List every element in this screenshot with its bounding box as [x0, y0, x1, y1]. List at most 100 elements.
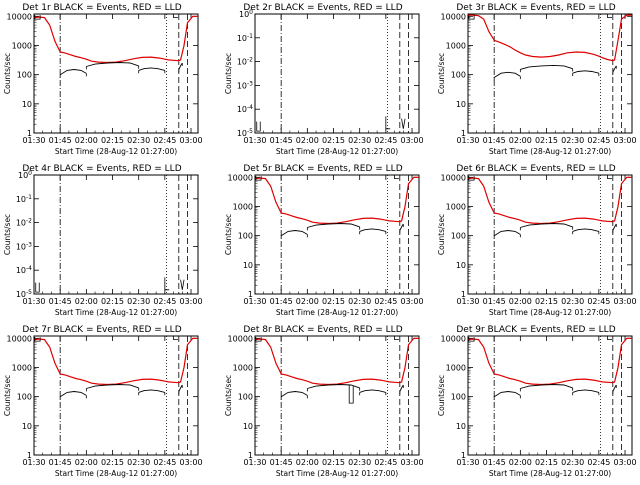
- x-tick-label: 02:30: [127, 297, 150, 306]
- x-tick-label: 01:30: [243, 458, 266, 467]
- x-tick-label: 03:00: [400, 458, 423, 467]
- events-series-segment: [520, 384, 573, 389]
- x-tick-label: 02:00: [75, 136, 98, 145]
- y-tick-label: 100: [451, 232, 466, 241]
- empty-data-bracket: [385, 116, 391, 130]
- y-tick-label: 10000: [441, 334, 466, 343]
- x-tick-label: 02:30: [561, 297, 584, 306]
- y-tick-label: 10-3: [16, 241, 32, 251]
- y-tick-label: 10: [243, 261, 253, 270]
- x-tick-label: 02:00: [509, 136, 532, 145]
- events-series-segment: [359, 228, 387, 232]
- events-start-bracket: [468, 176, 475, 181]
- lld-series-line: [468, 176, 632, 225]
- x-tick-label: 02:45: [587, 136, 610, 145]
- x-axis-label: Start Time (28-Aug-12 01:27:00): [489, 469, 611, 478]
- x-tick-label: 03:00: [400, 136, 423, 145]
- panel-title: Det 1r BLACK = Events, RED = LLD: [22, 3, 181, 13]
- events-series-segment: [520, 64, 573, 70]
- y-tick-label: 10: [456, 261, 466, 270]
- x-axis-label: Start Time (28-Aug-12 01:27:00): [276, 469, 398, 478]
- plot-frame: [254, 13, 420, 134]
- y-axis-label: Counts/sec: [224, 53, 233, 94]
- x-tick-label: 03:00: [613, 297, 636, 306]
- x-tick-label: 02:15: [322, 136, 345, 145]
- x-tick-label: 01:30: [456, 458, 479, 467]
- plot-frame: [33, 13, 199, 134]
- lld-series-line: [34, 15, 198, 64]
- y-tick-label: 1000: [446, 363, 466, 372]
- x-axis-label: Start Time (28-Aug-12 01:27:00): [276, 308, 398, 317]
- y-tick-label: 1: [27, 129, 32, 138]
- events-series-segment: [612, 65, 617, 73]
- events-series-segment: [178, 384, 183, 392]
- events-end-bracket: [607, 336, 612, 341]
- x-tick-label: 02:00: [296, 297, 319, 306]
- y-tick-label: 100: [17, 393, 32, 402]
- y-tick-label: 10-2: [237, 57, 253, 67]
- y-axis-label: Counts/sec: [224, 375, 233, 416]
- x-tick-label: 02:00: [296, 136, 319, 145]
- y-tick-label: 1: [248, 290, 253, 299]
- y-tick-label: 100: [238, 393, 253, 402]
- y-tick-label: 1: [27, 451, 32, 460]
- plot-frame: [33, 335, 199, 456]
- y-tick-label: 1: [461, 290, 466, 299]
- x-tick-label: 02:15: [322, 458, 345, 467]
- x-tick-label: 02:00: [509, 458, 532, 467]
- events-end-bracket: [394, 336, 399, 341]
- events-series-segment: [178, 62, 183, 70]
- y-tick-label: 100: [451, 393, 466, 402]
- x-tick-label: 03:00: [179, 297, 202, 306]
- lld-series-line: [255, 176, 419, 225]
- events-start-bracket: [34, 15, 41, 20]
- panel-6: Det 6r BLACK = Events, RED = LLD 01:30 01:…: [437, 164, 637, 317]
- events-series-segment: [493, 391, 521, 398]
- empty-data-bracket: [35, 282, 40, 293]
- events-series-segment: [572, 228, 600, 232]
- x-axis-label: Start Time (28-Aug-12 01:27:00): [55, 308, 177, 317]
- y-tick-label: 100: [18, 170, 32, 180]
- y-tick-label: 10000: [228, 173, 253, 182]
- x-tick-label: 02:30: [561, 136, 584, 145]
- panel-title: Det 8r BLACK = Events, RED = LLD: [243, 325, 402, 335]
- panel-title: Det 7r BLACK = Events, RED = LLD: [22, 325, 181, 335]
- empty-data-bracket: [256, 121, 261, 132]
- events-series-segment: [138, 67, 166, 71]
- x-tick-label: 02:45: [374, 458, 397, 467]
- y-axis-label: Counts/sec: [3, 53, 12, 94]
- y-tick-label: 10: [22, 422, 32, 431]
- y-tick-label: 10-5: [16, 289, 32, 299]
- events-series-segment: [59, 391, 87, 398]
- events-dip: [348, 385, 354, 404]
- panel-1: Det 1r BLACK = Events, RED = LLD 01:30 01:…: [3, 3, 203, 156]
- events-series-segment: [493, 230, 521, 237]
- panel-9: Det 9r BLACK = Events, RED = LLD 01:30 01:…: [437, 325, 637, 478]
- panel-title: Det 3r BLACK = Events, RED = LLD: [456, 3, 615, 13]
- y-tick-label: 10-5: [237, 128, 253, 138]
- y-axis-label: Counts/sec: [3, 375, 12, 416]
- y-tick-label: 1000: [446, 41, 466, 50]
- events-series-segment: [572, 70, 600, 74]
- x-tick-label: 02:45: [374, 136, 397, 145]
- x-tick-label: 01:45: [270, 458, 293, 467]
- y-axis-label: Counts/sec: [437, 214, 446, 255]
- events-series-segment: [399, 384, 404, 392]
- x-tick-label: 02:15: [101, 458, 124, 467]
- y-tick-label: 1000: [12, 363, 32, 372]
- y-tick-label: 100: [17, 71, 32, 80]
- events-series-segment: [86, 62, 139, 67]
- x-axis-label: Start Time (28-Aug-12 01:27:00): [489, 147, 611, 156]
- events-series-segment: [572, 389, 600, 393]
- panel-2: Det 2r BLACK = Events, RED = LLD 01:30 01:…: [224, 3, 424, 156]
- y-tick-label: 10: [456, 422, 466, 431]
- y-tick-label: 10-3: [237, 80, 253, 90]
- panel-8: Det 8r BLACK = Events, RED = LLD 01:30 01:…: [224, 325, 424, 478]
- x-tick-label: 01:30: [456, 136, 479, 145]
- x-tick-label: 01:45: [483, 458, 506, 467]
- events-series-segment: [59, 69, 87, 76]
- events-series-segment: [138, 389, 166, 393]
- empty-data-bracket: [180, 279, 185, 290]
